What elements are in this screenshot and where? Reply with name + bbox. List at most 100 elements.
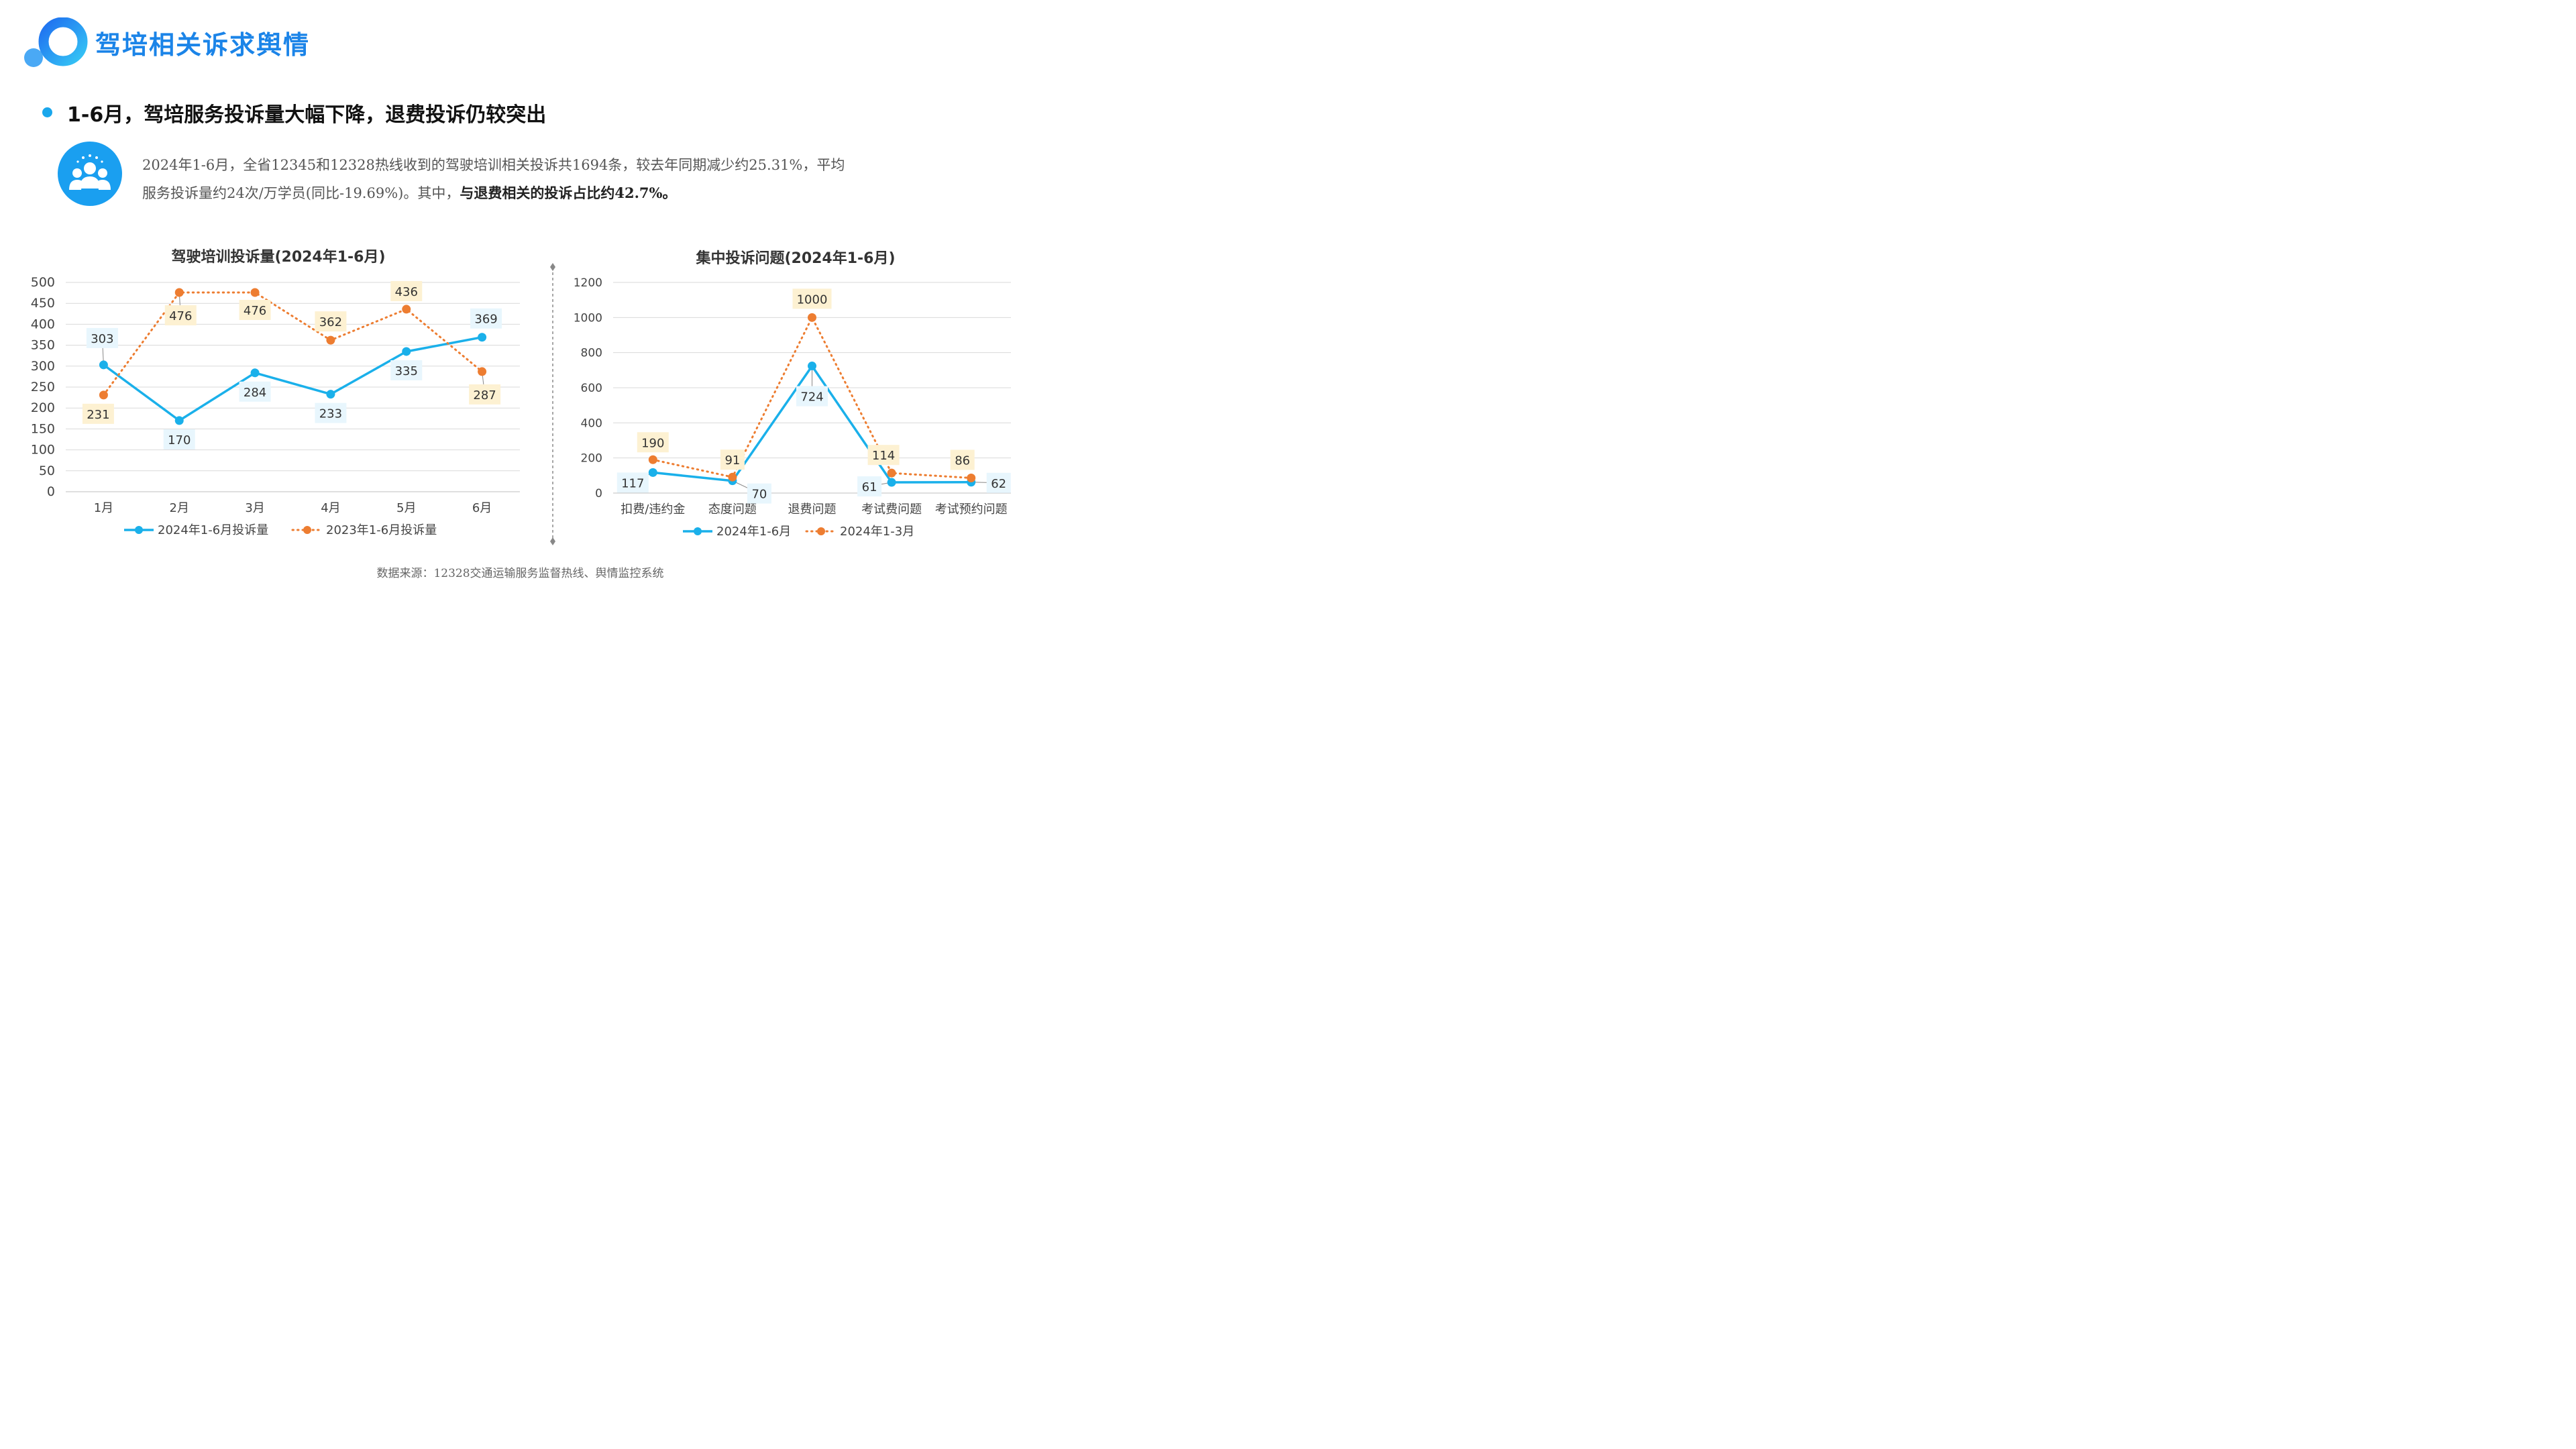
y-tick-label: 0 bbox=[47, 484, 55, 499]
y-tick-label: 0 bbox=[595, 487, 602, 500]
data-point-marker bbox=[99, 390, 108, 400]
data-point-marker bbox=[887, 478, 896, 487]
data-source-note: 数据来源：12328交通运输服务监督热线、舆情监控系统 bbox=[376, 567, 664, 580]
legend-swatch-marker bbox=[694, 527, 702, 535]
data-point-marker bbox=[99, 360, 108, 370]
data-label: 114 bbox=[872, 449, 895, 463]
legend-swatch-marker bbox=[303, 526, 311, 534]
people-group-icon bbox=[58, 142, 122, 206]
legend-label: 2024年1-6月投诉量 bbox=[158, 523, 268, 537]
data-label: 476 bbox=[169, 309, 192, 323]
chart-complaint-issues: 集中投诉问题(2024年1-6月) 0 200 400 600 800 1000 1200 扣费… bbox=[574, 250, 1011, 539]
data-label-box bbox=[315, 402, 347, 423]
y-tick-label: 100 bbox=[31, 443, 55, 458]
y-tick-label: 1000 bbox=[574, 311, 602, 325]
data-label: 1000 bbox=[797, 292, 828, 307]
data-point-marker bbox=[250, 288, 260, 297]
data-point-marker bbox=[250, 368, 260, 378]
data-label: 724 bbox=[800, 390, 823, 405]
data-label-box bbox=[469, 384, 501, 405]
chart-title: 集中投诉问题(2024年1-6月) bbox=[695, 250, 895, 267]
y-tick-label: 800 bbox=[581, 347, 602, 360]
chart-divider bbox=[550, 263, 555, 545]
data-point-marker bbox=[648, 455, 657, 464]
data-label: 190 bbox=[641, 436, 664, 450]
data-label-box bbox=[390, 360, 423, 380]
data-label-box bbox=[86, 327, 118, 348]
data-point-marker bbox=[402, 305, 411, 314]
data-label-leader bbox=[482, 375, 484, 386]
data-label: 170 bbox=[168, 433, 191, 447]
y-tick-label: 200 bbox=[31, 400, 55, 415]
x-tick-label: 2月 bbox=[170, 501, 189, 515]
bullet-dot bbox=[42, 107, 52, 117]
data-label: 476 bbox=[244, 304, 266, 318]
data-point-marker bbox=[967, 473, 976, 482]
chart-monthly-complaints: 驾驶培训投诉量(2024年1-6月) 0 50 100 150 200 250 300 350 4… bbox=[31, 248, 520, 537]
y-tick-label: 450 bbox=[31, 296, 55, 311]
data-point-marker bbox=[174, 416, 184, 425]
data-point-marker bbox=[402, 347, 411, 356]
y-tick-label: 400 bbox=[581, 417, 602, 430]
x-tick-label: 5月 bbox=[396, 501, 416, 515]
data-point-marker bbox=[808, 313, 816, 322]
summary-line-1: 2024年1-6月，全省12345和12328热线收到的驾驶培训相关投诉共169… bbox=[142, 157, 845, 173]
y-tick-label: 350 bbox=[31, 338, 55, 353]
data-label: 117 bbox=[621, 476, 644, 490]
legend-swatch-marker bbox=[817, 527, 825, 535]
data-label: 436 bbox=[395, 285, 418, 299]
data-point-marker bbox=[808, 362, 816, 371]
y-tick-label: 50 bbox=[39, 464, 55, 478]
legend-label: 2024年1-3月 bbox=[840, 525, 914, 539]
data-point-marker bbox=[648, 468, 657, 477]
chart-title: 驾驶培训投诉量(2024年1-6月) bbox=[171, 248, 385, 266]
x-tick-label: 扣费/违约金 bbox=[621, 502, 685, 517]
series-line-2 bbox=[102, 291, 484, 396]
y-tick-label: 200 bbox=[581, 452, 602, 466]
data-label-box bbox=[857, 476, 882, 497]
data-point-marker bbox=[728, 472, 737, 482]
data-label-box bbox=[796, 386, 828, 407]
x-tick-label: 态度问题 bbox=[708, 502, 757, 517]
data-label: 335 bbox=[395, 364, 418, 378]
data-label: 284 bbox=[244, 386, 266, 400]
y-tick-label: 600 bbox=[581, 382, 602, 395]
legend-label: 2024年1-6月 bbox=[716, 525, 791, 539]
y-tick-label: 150 bbox=[31, 421, 55, 436]
data-point-marker bbox=[478, 367, 487, 376]
logo-icon bbox=[24, 17, 88, 67]
data-label-box bbox=[163, 429, 195, 449]
data-label: 62 bbox=[991, 477, 1006, 491]
data-label: 70 bbox=[751, 488, 767, 502]
data-label-box bbox=[239, 299, 271, 320]
y-tick-label: 300 bbox=[31, 359, 55, 374]
data-point-marker bbox=[174, 288, 184, 297]
data-label-box bbox=[82, 403, 114, 424]
data-label-box bbox=[867, 445, 900, 466]
x-tick-label: 1月 bbox=[94, 501, 113, 515]
y-tick-label: 400 bbox=[31, 317, 55, 331]
data-point-marker bbox=[887, 468, 896, 478]
x-tick-label: 考试费问题 bbox=[861, 502, 922, 517]
x-tick-label: 6月 bbox=[472, 501, 492, 515]
data-label-box bbox=[164, 305, 197, 325]
data-label-box bbox=[720, 449, 745, 470]
x-tick-label: 3月 bbox=[245, 501, 264, 515]
data-label-box bbox=[792, 288, 832, 309]
data-label-box bbox=[315, 311, 347, 332]
data-label-box bbox=[616, 472, 649, 493]
summary-line-2-plain: 服务投诉量约24次/万学员(同比-19.69%)。其中， bbox=[142, 185, 460, 201]
data-label-box bbox=[950, 449, 975, 470]
data-label-box bbox=[239, 381, 271, 402]
data-label-box bbox=[470, 308, 502, 329]
data-point-marker bbox=[326, 390, 335, 399]
legend-swatch-marker bbox=[135, 526, 143, 534]
data-label: 362 bbox=[319, 315, 342, 329]
data-label: 287 bbox=[473, 388, 496, 402]
section-subtitle: 1-6月，驾培服务投诉量大幅下降，退费投诉仍较突出 bbox=[67, 103, 547, 127]
data-label-box bbox=[390, 280, 423, 301]
summary-line-2: 服务投诉量约24次/万学员(同比-19.69%)。其中，与退费相关的投诉占比约4… bbox=[142, 179, 981, 207]
data-label: 233 bbox=[319, 407, 342, 421]
legend-label: 2023年1-6月投诉量 bbox=[326, 523, 437, 537]
page-title: 驾培相关诉求舆情 bbox=[95, 30, 311, 60]
